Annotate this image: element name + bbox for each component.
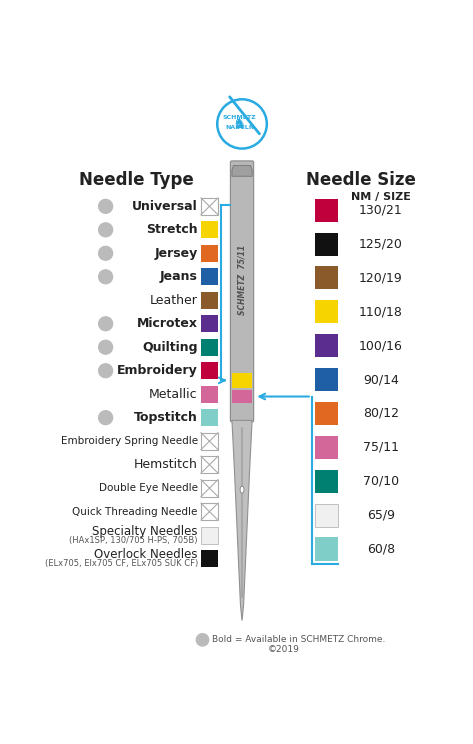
Bar	[315, 537, 338, 560]
Bar	[201, 456, 218, 473]
Text: Metallic: Metallic	[149, 388, 198, 401]
Bar	[201, 527, 218, 544]
Bar	[315, 199, 338, 222]
Text: 75/11: 75/11	[363, 441, 399, 454]
Bar	[315, 232, 338, 256]
Text: NM / SIZE: NM / SIZE	[351, 192, 411, 202]
Bar	[201, 409, 218, 426]
Text: Jersey: Jersey	[155, 247, 198, 260]
Text: (HAx1SP, 130/705 H-PS, 705B): (HAx1SP, 130/705 H-PS, 705B)	[70, 536, 198, 545]
Bar	[201, 269, 218, 285]
Text: ©2019: ©2019	[268, 644, 300, 653]
Bar	[315, 436, 338, 459]
Ellipse shape	[240, 487, 244, 493]
Circle shape	[99, 199, 113, 214]
Bar	[201, 433, 218, 449]
Text: Specialty Needles: Specialty Needles	[92, 525, 198, 538]
Circle shape	[196, 634, 209, 646]
Text: 100/16: 100/16	[359, 339, 403, 352]
Text: Stretch: Stretch	[146, 223, 198, 237]
Bar	[201, 245, 218, 262]
Circle shape	[99, 364, 113, 378]
Text: 130/21: 130/21	[359, 204, 403, 217]
FancyBboxPatch shape	[230, 161, 254, 422]
Bar	[315, 266, 338, 289]
Bar	[201, 198, 218, 215]
Text: 90/14: 90/14	[363, 373, 399, 386]
Text: 80/12: 80/12	[363, 407, 399, 420]
Text: Embroidery Spring Needle: Embroidery Spring Needle	[61, 436, 198, 446]
Bar	[201, 362, 218, 379]
Circle shape	[99, 411, 113, 425]
Text: Needle Size: Needle Size	[307, 171, 416, 189]
Text: Universal: Universal	[132, 200, 198, 213]
Text: 65/9: 65/9	[367, 509, 395, 522]
Circle shape	[99, 223, 113, 237]
Text: Hemstitch: Hemstitch	[134, 458, 198, 471]
Bar	[201, 292, 218, 309]
Text: Leather: Leather	[150, 294, 198, 307]
Text: 110/18: 110/18	[359, 305, 403, 318]
Text: SCHMETZ: SCHMETZ	[223, 115, 256, 121]
Text: Overlock Needles: Overlock Needles	[94, 548, 198, 561]
Bar	[201, 550, 218, 567]
Bar	[315, 301, 338, 324]
Circle shape	[99, 246, 113, 260]
Bar	[232, 373, 252, 388]
Text: SCHMETZ  75/11: SCHMETZ 75/11	[237, 245, 246, 315]
Text: ♞: ♞	[233, 115, 246, 131]
Text: NADELN: NADELN	[225, 125, 254, 130]
Bar	[201, 480, 218, 496]
Circle shape	[99, 317, 113, 330]
Text: 70/10: 70/10	[363, 475, 399, 488]
Bar	[315, 402, 338, 425]
Bar	[232, 390, 252, 403]
Text: Needle Type: Needle Type	[79, 171, 194, 189]
Bar	[201, 339, 218, 356]
Bar	[201, 315, 218, 333]
Text: Bold = Available in SCHMETZ Chrome.: Bold = Available in SCHMETZ Chrome.	[212, 635, 385, 644]
Text: 120/19: 120/19	[359, 272, 403, 284]
Circle shape	[99, 340, 113, 354]
Text: 125/20: 125/20	[359, 237, 403, 251]
Circle shape	[99, 270, 113, 283]
Text: (ELx705, Elx705 CF, ELx705 SUK CF): (ELx705, Elx705 CF, ELx705 SUK CF)	[44, 559, 198, 568]
Text: Quilting: Quilting	[142, 341, 198, 353]
Bar	[315, 469, 338, 493]
Text: Microtex: Microtex	[137, 317, 198, 330]
Bar	[315, 368, 338, 391]
Text: Jeans: Jeans	[160, 270, 198, 283]
Polygon shape	[232, 165, 252, 176]
Text: Embroidery: Embroidery	[117, 365, 198, 377]
Bar	[315, 504, 338, 527]
Text: 60/8: 60/8	[367, 542, 395, 556]
Text: Topstitch: Topstitch	[134, 411, 198, 424]
Bar	[201, 503, 218, 520]
Text: Double Eye Needle: Double Eye Needle	[99, 483, 198, 493]
Bar	[201, 385, 218, 403]
Text: Quick Threading Needle: Quick Threading Needle	[72, 507, 198, 516]
Bar	[315, 334, 338, 357]
Bar	[201, 221, 218, 238]
Polygon shape	[232, 420, 252, 620]
